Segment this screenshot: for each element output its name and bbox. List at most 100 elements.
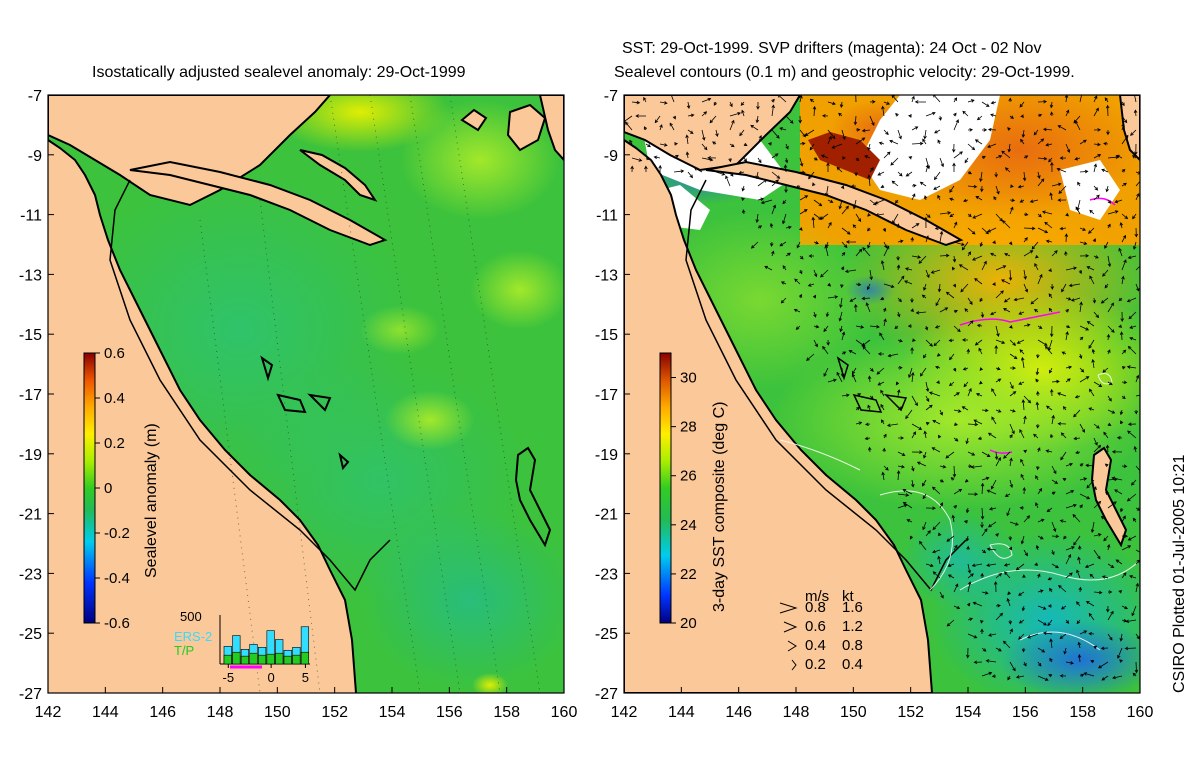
velocity-legend-arrow [779, 602, 798, 614]
velocity-arrow [952, 162, 956, 173]
velocity-arrow [836, 166, 843, 173]
velocity-arrow [1049, 388, 1054, 397]
velocity-arrow [1065, 462, 1074, 467]
velocity-arrow [1093, 381, 1103, 387]
velocity-arrow [1083, 672, 1095, 677]
velocity-arrow [1065, 331, 1069, 341]
velocity-arrow [967, 320, 974, 327]
colorbar-tick-label: 0.2 [104, 435, 125, 452]
right-coastline [685, 179, 967, 592]
velocity-arrow [855, 282, 862, 287]
velocity-arrow [673, 169, 685, 173]
velocity-arrow [904, 267, 913, 271]
velocity-arrow [1015, 563, 1025, 571]
velocity-arrow [1045, 239, 1053, 244]
velocity-arrow [995, 366, 1001, 371]
velocity-arrow [1037, 273, 1043, 285]
velocity-arrow [1004, 167, 1011, 173]
velocity-arrow [1018, 591, 1025, 596]
velocity-arrow [995, 155, 1003, 159]
velocity-arrow [1008, 619, 1012, 625]
velocity-arrow [1091, 358, 1095, 369]
velocity-arrow [1093, 311, 1100, 319]
velocity-arrow [869, 395, 874, 400]
velocity-arrow [938, 532, 942, 537]
velocity-arrow [779, 127, 787, 131]
velocity-arrow [1068, 283, 1081, 288]
velocity-arrow [965, 437, 969, 445]
velocity-arrow [764, 265, 773, 271]
velocity-arrow [855, 157, 860, 162]
velocity-arrow [949, 197, 955, 202]
velocity-arrow [925, 235, 929, 243]
velocity-arrow [1051, 379, 1060, 384]
velocity-arrow [855, 248, 863, 257]
velocity-arrow [1065, 619, 1070, 624]
histogram-tick-label: 5 [302, 670, 309, 685]
velocity-arrow [1007, 675, 1011, 681]
velocity-arrow [1021, 647, 1026, 653]
velocity-arrow [933, 185, 941, 190]
velocity-arrow [1009, 184, 1014, 188]
velocity-arrow [755, 115, 760, 124]
velocity-arrow [1050, 161, 1054, 173]
velocity-arrow [1107, 409, 1116, 414]
velocity-arrow [1037, 535, 1044, 540]
velocity-arrow [811, 216, 816, 229]
velocity-arrow [1003, 451, 1011, 459]
velocity-arrow [1002, 220, 1011, 229]
velocity-arrow [1050, 111, 1054, 117]
velocity-arrow [839, 101, 844, 109]
velocity-arrow [1107, 381, 1113, 386]
velocity-arrow [1037, 113, 1043, 118]
velocity-arrow [925, 111, 936, 117]
velocity-arrow [799, 255, 804, 260]
velocity-arrow [974, 339, 983, 346]
lon-tick-label: 144 [92, 704, 119, 721]
velocity-arrow [928, 391, 941, 397]
velocity-arrow [925, 530, 931, 537]
velocity-arrow [1074, 395, 1081, 399]
velocity-arrow [1125, 619, 1137, 624]
velocity-arrow [896, 264, 901, 271]
velocity-arrow [1133, 445, 1138, 453]
velocity-arrow [911, 255, 922, 259]
velocity-arrow [970, 465, 983, 469]
velocity-arrow [925, 381, 930, 393]
velocity-arrow [643, 96, 647, 103]
velocity-arrow [1065, 553, 1072, 565]
velocity-arrow [799, 157, 804, 167]
velocity-arrow [967, 581, 972, 593]
velocity-arrow [1093, 437, 1098, 446]
velocity-arrow [862, 345, 871, 355]
velocity-arrow [826, 162, 830, 173]
velocity-arrow [1065, 308, 1069, 313]
velocity-arrow [953, 583, 959, 593]
velocity-arrow [936, 353, 941, 357]
velocity-arrow [967, 171, 972, 175]
velocity-arrow [782, 199, 787, 205]
velocity-arrow [897, 171, 903, 177]
velocity-arrow [823, 367, 829, 377]
velocity-arrow [767, 142, 773, 146]
velocity-arrow [1093, 533, 1102, 537]
velocity-arrow [1129, 336, 1137, 341]
velocity-arrow [1079, 336, 1084, 341]
velocity-arrow [965, 647, 970, 659]
left-colorbar: 0.6 0.4 0.2 0 -0.2 -0.4 -0.6 Sealevel anomaly … [83, 345, 160, 632]
velocity-arrow [1057, 125, 1067, 131]
velocity-arrow [713, 101, 718, 106]
velocity-arrow [1132, 95, 1137, 103]
velocity-arrow [933, 171, 941, 181]
velocity-arrow [1121, 366, 1126, 370]
velocity-arrow [827, 283, 832, 287]
velocity-arrow [948, 338, 955, 343]
lat-tick-label: -9 [604, 148, 618, 165]
velocity-arrow [1019, 101, 1025, 108]
velocity-arrow [1093, 444, 1102, 453]
velocity-arrow [967, 143, 976, 151]
velocity-arrow [1078, 269, 1083, 275]
velocity-arrow [981, 408, 989, 413]
velocity-arrow [925, 213, 931, 218]
velocity-arrow [1009, 115, 1014, 119]
